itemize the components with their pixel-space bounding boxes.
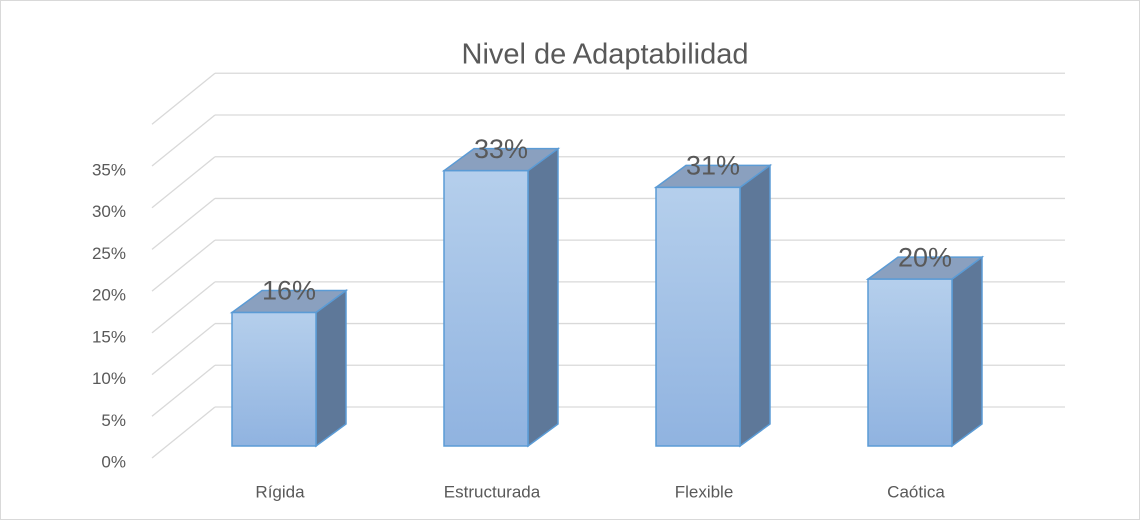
x-tick-label: Rígida — [255, 482, 305, 501]
y-tick-label: 0% — [101, 452, 126, 471]
y-tick-label: 10% — [92, 369, 126, 388]
bar — [655, 186, 741, 447]
grid-line — [151, 114, 216, 167]
bar-side — [951, 255, 983, 448]
value-label: 33% — [474, 134, 528, 164]
bar-side — [527, 147, 559, 448]
grid-line — [151, 72, 216, 125]
grid-line — [151, 364, 216, 417]
grid-line — [151, 281, 216, 334]
y-tick-label: 35% — [92, 160, 126, 179]
grid-line — [151, 239, 216, 292]
y-tick-label: 25% — [92, 244, 126, 263]
bar — [867, 278, 953, 447]
x-tick-label: Caótica — [887, 482, 945, 501]
grid-line — [151, 197, 216, 250]
x-tick-label: Flexible — [675, 482, 734, 501]
grid-line — [151, 156, 216, 209]
bar — [443, 169, 529, 447]
value-label: 31% — [686, 150, 740, 180]
bar — [231, 311, 317, 447]
y-tick-label: 5% — [101, 411, 126, 430]
x-tick-label: Estructurada — [444, 482, 541, 501]
chart-title: Nivel de Adaptabilidad — [462, 39, 749, 71]
y-tick-label: 15% — [92, 327, 126, 346]
bar-side — [739, 163, 771, 448]
grid-line — [151, 406, 216, 459]
y-tick-label: 20% — [92, 286, 126, 305]
bar-side — [315, 289, 347, 448]
grid-line — [151, 323, 216, 376]
y-tick-label: 30% — [92, 202, 126, 221]
value-label: 16% — [262, 276, 316, 306]
value-label: 20% — [898, 242, 952, 272]
